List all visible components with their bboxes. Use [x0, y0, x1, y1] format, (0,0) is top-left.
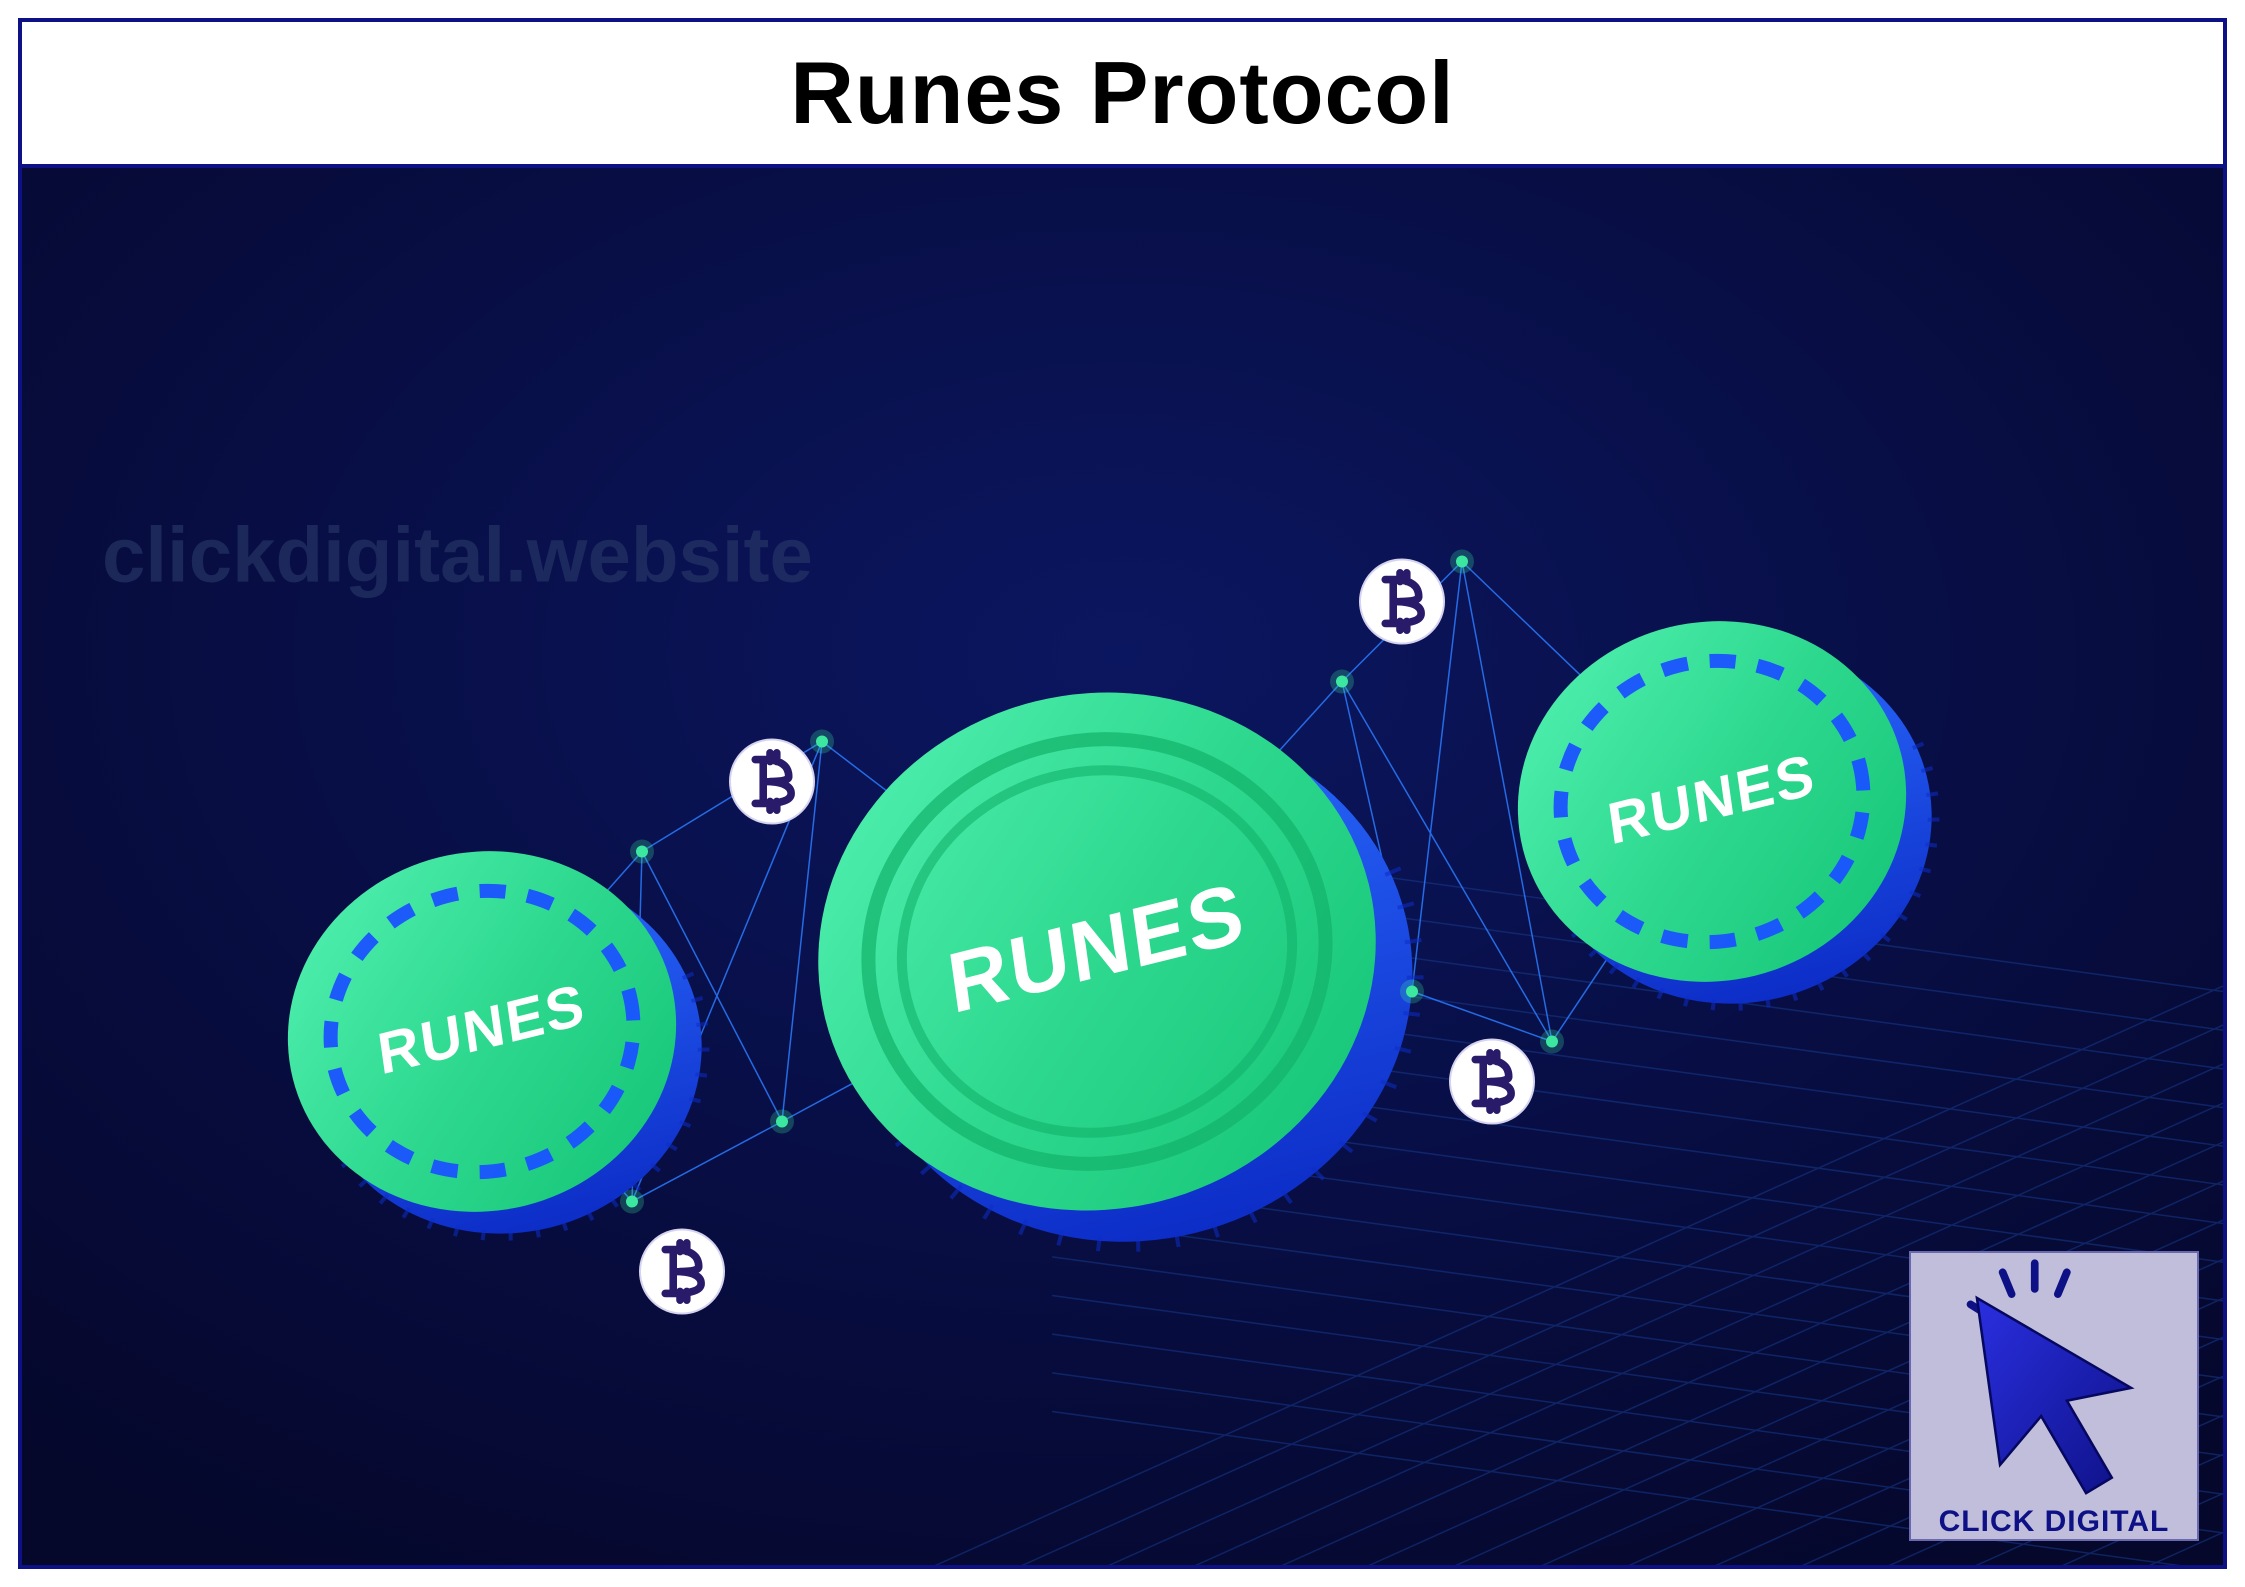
- page-title: Runes Protocol: [22, 42, 2223, 144]
- title-bar: Runes Protocol: [22, 22, 2223, 168]
- btc-1: [730, 740, 814, 824]
- frame: Runes Protocol: [18, 18, 2227, 1569]
- btc-4: [1450, 1040, 1534, 1124]
- btc-3: [1360, 560, 1444, 644]
- btc-2: [640, 1230, 724, 1314]
- logo-box: CLICK DIGITAL: [1909, 1251, 2199, 1541]
- logo-caption: CLICK DIGITAL: [1939, 1505, 2170, 1539]
- cursor-icon: [1911, 1253, 2197, 1497]
- illustration-stage: clickdigital.website RUNESRUNESRUNES: [22, 168, 2223, 1565]
- watermark-text: clickdigital.website: [102, 511, 813, 599]
- scene-svg: clickdigital.website RUNESRUNESRUNES: [22, 168, 2223, 1565]
